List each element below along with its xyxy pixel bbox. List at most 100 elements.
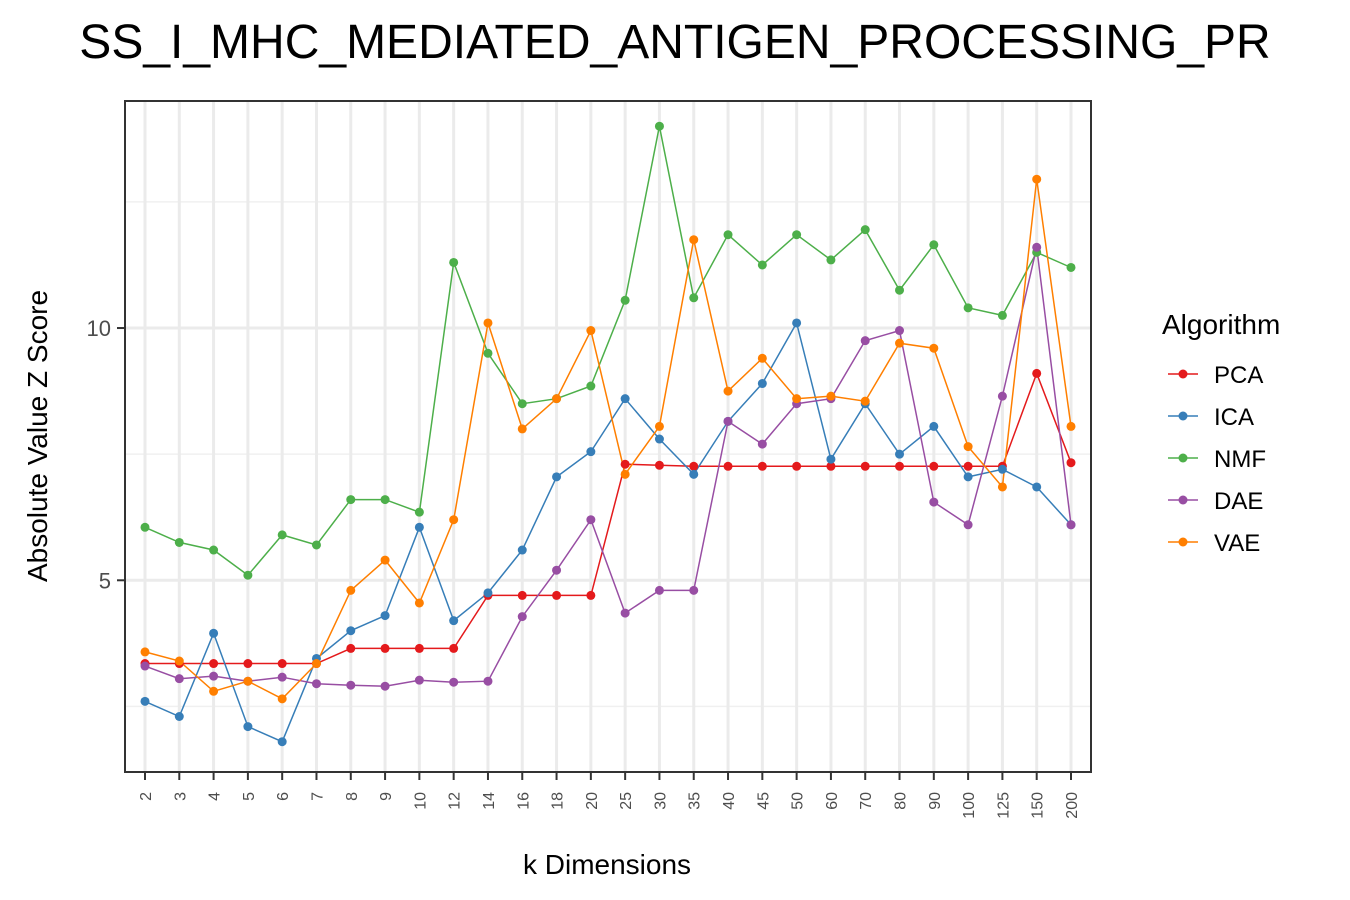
point-vae bbox=[689, 235, 699, 245]
point-ica bbox=[414, 522, 424, 532]
point-vae bbox=[552, 394, 562, 404]
point-dae bbox=[449, 677, 459, 687]
point-nmf bbox=[517, 399, 527, 409]
x-tick-label: 9 bbox=[378, 792, 395, 801]
point-ica bbox=[174, 712, 184, 722]
x-tick-label: 4 bbox=[207, 792, 224, 801]
point-nmf bbox=[380, 495, 390, 505]
point-pca bbox=[963, 461, 973, 471]
legend-label-ica: ICA bbox=[1214, 404, 1254, 431]
point-ica bbox=[654, 434, 664, 444]
point-vae bbox=[723, 386, 733, 396]
point-vae bbox=[792, 394, 802, 404]
point-vae bbox=[174, 656, 184, 666]
point-nmf bbox=[414, 507, 424, 517]
series-points bbox=[140, 121, 1076, 747]
point-nmf bbox=[929, 240, 939, 250]
x-tick-label: 2 bbox=[138, 792, 155, 801]
point-vae bbox=[346, 585, 356, 595]
point-pca bbox=[380, 643, 390, 653]
point-dae bbox=[586, 515, 596, 525]
point-nmf bbox=[483, 348, 493, 358]
point-pca bbox=[757, 461, 767, 471]
x-tick-label: 30 bbox=[652, 792, 669, 810]
y-tick-label: 5 bbox=[99, 568, 111, 593]
point-nmf bbox=[757, 260, 767, 270]
point-nmf bbox=[346, 495, 356, 505]
point-pca bbox=[277, 659, 287, 669]
x-tick-label: 70 bbox=[858, 792, 875, 810]
x-tick-label: 16 bbox=[515, 792, 532, 810]
point-ica bbox=[1032, 482, 1042, 492]
point-dae bbox=[654, 585, 664, 595]
x-axis: 2 3 4 5 6 7 8 9 10 12 14 16 18 20 25 30 35 40 45 50 60 70 80 90… bbox=[138, 772, 1081, 819]
legend-marker-dae bbox=[1178, 495, 1188, 505]
point-dae bbox=[140, 661, 150, 671]
point-vae bbox=[414, 598, 424, 608]
point-nmf bbox=[723, 230, 733, 240]
legend-marker-ica bbox=[1178, 411, 1188, 421]
point-pca bbox=[792, 461, 802, 471]
point-pca bbox=[209, 659, 219, 669]
point-nmf bbox=[963, 303, 973, 313]
x-tick-label: 100 bbox=[961, 792, 978, 819]
x-tick-label: 90 bbox=[927, 792, 944, 810]
point-nmf bbox=[860, 225, 870, 235]
x-tick-label: 35 bbox=[687, 792, 704, 810]
point-pca bbox=[552, 590, 562, 600]
legend-label-vae: VAE bbox=[1214, 530, 1260, 557]
point-vae bbox=[620, 469, 630, 479]
point-pca bbox=[1066, 458, 1076, 468]
point-ica bbox=[620, 394, 630, 404]
point-vae bbox=[243, 676, 253, 686]
x-tick-label: 18 bbox=[550, 792, 567, 810]
point-vae bbox=[654, 421, 664, 431]
point-nmf bbox=[792, 230, 802, 240]
point-ica bbox=[243, 722, 253, 732]
point-pca bbox=[826, 461, 836, 471]
point-vae bbox=[1066, 421, 1076, 431]
point-ica bbox=[792, 318, 802, 328]
x-tick-label: 5 bbox=[241, 792, 258, 801]
point-vae bbox=[140, 647, 150, 657]
x-tick-label: 60 bbox=[824, 792, 841, 810]
legend-marker-pca bbox=[1178, 369, 1188, 379]
point-ica bbox=[826, 454, 836, 464]
point-ica bbox=[346, 626, 356, 636]
point-ica bbox=[997, 464, 1007, 474]
point-nmf bbox=[895, 285, 905, 295]
point-ica bbox=[449, 616, 459, 626]
x-tick-label: 7 bbox=[309, 792, 326, 801]
point-pca bbox=[586, 590, 596, 600]
grid bbox=[125, 101, 1091, 772]
point-pca bbox=[929, 461, 939, 471]
point-nmf bbox=[449, 257, 459, 267]
point-ica bbox=[963, 472, 973, 482]
x-tick-label: 50 bbox=[790, 792, 807, 810]
point-pca bbox=[243, 659, 253, 669]
x-tick-label: 10 bbox=[412, 792, 429, 810]
x-tick-label: 150 bbox=[1030, 792, 1047, 819]
point-dae bbox=[997, 391, 1007, 401]
point-vae bbox=[209, 686, 219, 696]
point-pca bbox=[860, 461, 870, 471]
point-pca bbox=[723, 461, 733, 471]
point-pca bbox=[654, 460, 664, 470]
point-dae bbox=[209, 671, 219, 681]
point-vae bbox=[997, 482, 1007, 492]
point-dae bbox=[1066, 520, 1076, 530]
point-dae bbox=[174, 674, 184, 684]
point-dae bbox=[517, 612, 527, 622]
point-vae bbox=[860, 396, 870, 406]
x-tick-label: 20 bbox=[584, 792, 601, 810]
point-nmf bbox=[174, 537, 184, 547]
point-dae bbox=[1032, 242, 1042, 252]
series-line-nmf bbox=[144, 126, 1072, 577]
legend-marker-vae bbox=[1178, 537, 1188, 547]
point-ica bbox=[929, 421, 939, 431]
point-vae bbox=[586, 326, 596, 336]
point-dae bbox=[380, 681, 390, 691]
series-line-ica bbox=[144, 321, 1072, 743]
point-ica bbox=[209, 628, 219, 638]
point-vae bbox=[757, 353, 767, 363]
